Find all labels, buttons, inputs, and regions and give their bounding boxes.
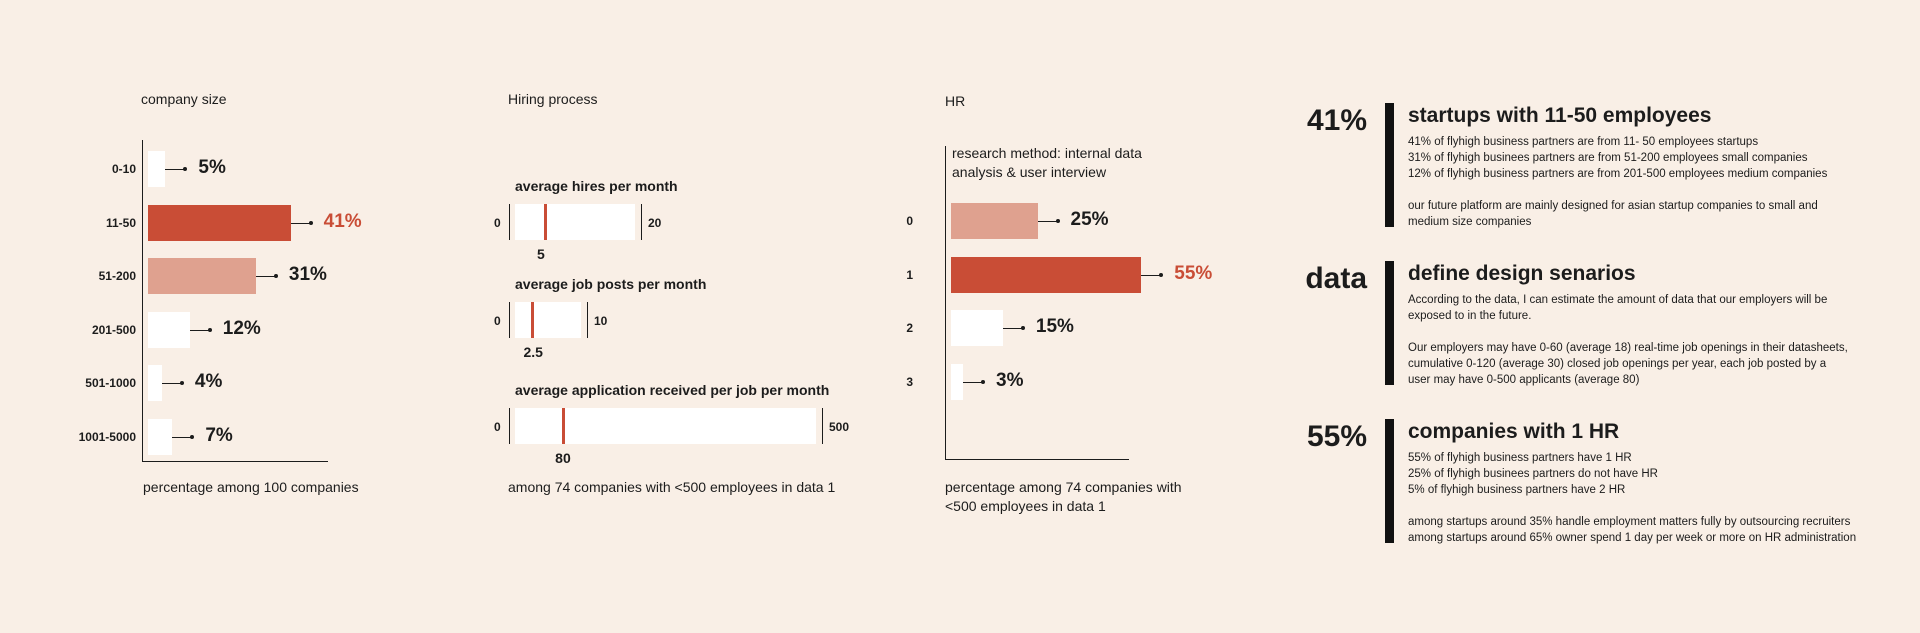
leader-line [161, 383, 182, 385]
gauge-bar [515, 204, 635, 240]
category-label: 2 [906, 321, 913, 336]
gauge-min-line [509, 302, 510, 338]
leader-line [1037, 221, 1058, 222]
gauge-max-label: 500 [829, 420, 850, 434]
category-label: 3 [906, 374, 913, 389]
gauge-max-line [641, 204, 642, 240]
category-label: 51-200 [98, 269, 136, 284]
value-label: 31% [288, 264, 327, 286]
gauge-value-label: 5 [537, 246, 545, 262]
y-axis-line [945, 146, 946, 460]
gauge-min-line [509, 204, 510, 240]
bar [148, 365, 162, 402]
y-axis-line [142, 140, 143, 462]
leader-line [189, 329, 210, 331]
gauge-bar [515, 302, 581, 338]
leader-dot [981, 379, 985, 384]
insight-big-text: 41% [1306, 104, 1367, 137]
category-label: 1001-5000 [78, 430, 136, 444]
category-label: 0 [906, 214, 913, 228]
gauge-title: average hires per month [515, 178, 678, 194]
bar [148, 151, 166, 187]
leader-dot [190, 435, 195, 439]
gauge-title: average application received per job per… [515, 382, 830, 398]
leader-line [1002, 328, 1023, 330]
bar [148, 258, 256, 295]
leader-line [165, 169, 186, 170]
insight-body: 55% of flyhigh business partners have 1 … [1408, 452, 1857, 544]
insight-body: 41% of flyhigh business partners are fro… [1408, 136, 1828, 228]
x-axis-line [142, 461, 328, 462]
leader-line [963, 381, 983, 383]
gauge-min-label: 0 [494, 420, 501, 434]
x-axis-line [945, 459, 1129, 460]
category-label: 0-10 [111, 162, 136, 176]
insight-divider [1385, 261, 1394, 385]
leader-line [290, 222, 311, 224]
bar [951, 203, 1038, 239]
value-label: 4% [194, 371, 223, 393]
gauge-bar [515, 408, 816, 444]
x-axis-label: percentage among 100 companies [143, 479, 359, 495]
insight-title: startups with 11-50 employees [1408, 104, 1712, 127]
value-label: 3% [996, 369, 1024, 391]
gauge-min-label: 0 [494, 216, 501, 230]
leader-dot [179, 381, 184, 386]
chart-caption: among 74 companies with <500 employees i… [508, 479, 836, 495]
gauge-marker [544, 204, 547, 240]
insight-title: define design senarios [1408, 262, 1636, 285]
chart-title: company size [141, 91, 227, 107]
gauge-max-line [822, 408, 823, 444]
category-label: 501-1000 [85, 376, 136, 391]
category-label: 201-500 [91, 322, 136, 337]
insight-divider [1385, 419, 1394, 543]
chart-title: Hiring process [508, 91, 598, 107]
gauge-title: average job posts per month [515, 276, 707, 292]
gauge-min-line [509, 408, 510, 444]
bar [148, 419, 173, 455]
gauge-marker [530, 302, 534, 338]
leader-line [255, 276, 276, 278]
gauge-value-label: 2.5 [523, 344, 543, 360]
x-axis-label: percentage among 74 companies with <500 … [945, 479, 1182, 514]
leader-dot [183, 167, 188, 171]
leader-line [172, 437, 193, 438]
insight-body: According to the data, I can estimate th… [1408, 294, 1848, 386]
bar [148, 204, 291, 241]
value-label: 55% [1174, 262, 1213, 284]
insight-divider [1385, 103, 1394, 227]
value-label: 15% [1035, 316, 1074, 338]
leader-dot [1020, 326, 1025, 331]
value-label: 41% [323, 210, 362, 232]
bar [951, 310, 1003, 347]
chart-annotation: research method: internal data analysis … [952, 145, 1142, 180]
gauge-max-label: 20 [648, 216, 662, 230]
insight-big-text: data [1305, 262, 1367, 295]
category-label: 1 [906, 267, 913, 282]
insight-title: companies with 1 HR [1408, 420, 1620, 443]
gauge-value-label: 80 [555, 450, 571, 466]
leader-dot [273, 274, 278, 279]
value-label: 12% [222, 317, 261, 339]
value-label: 5% [198, 157, 226, 178]
leader-dot [1055, 219, 1060, 223]
bar [148, 311, 190, 348]
leader-dot [1159, 272, 1164, 277]
gauge-marker [562, 408, 566, 444]
leader-dot [308, 220, 313, 225]
insight-big-text: 55% [1306, 420, 1367, 453]
leader-line [1141, 274, 1162, 276]
bar [951, 363, 963, 400]
gauge-max-label: 10 [594, 314, 608, 328]
chart-title: HR [945, 93, 966, 109]
value-label: 25% [1070, 209, 1109, 230]
bar [951, 256, 1142, 293]
leader-dot [207, 327, 212, 332]
value-label: 7% [205, 425, 233, 446]
gauge-min-label: 0 [494, 314, 501, 328]
category-label: 11-50 [105, 215, 136, 230]
gauge-max-line [587, 302, 588, 338]
